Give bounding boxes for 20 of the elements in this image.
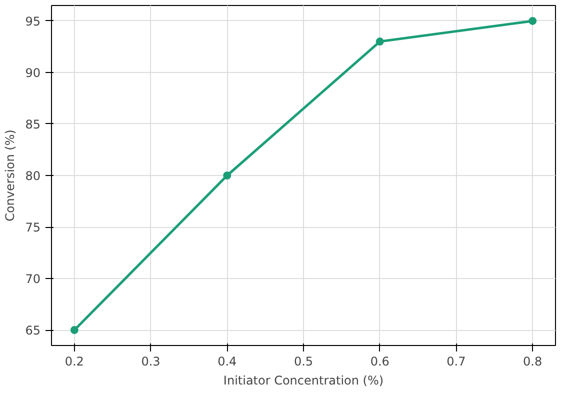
y-tick-label: 70 (25, 272, 41, 286)
y-tick-label: 90 (25, 66, 41, 80)
x-axis-title: Initiator Concentration (%) (223, 374, 384, 388)
x-tick-label: 0.5 (294, 354, 314, 368)
y-axis-title: Conversion (%) (3, 130, 18, 222)
point (528, 16, 537, 25)
y-tick-label: 95 (25, 14, 41, 28)
point (376, 38, 384, 46)
x-tick-label: 0.6 (370, 354, 390, 368)
x-tick-label: 0.2 (64, 354, 84, 368)
y-tick-label: 75 (25, 220, 41, 235)
point (223, 172, 232, 180)
y-tick-label: 80 (25, 169, 41, 183)
y-tick-label: 85 (25, 117, 41, 132)
point (70, 326, 78, 334)
x-tick-label: 0.3 (141, 354, 160, 368)
y-tick-label: 65 (25, 324, 41, 338)
x-tick-label: 0.4 (218, 354, 237, 368)
x-tick-label: 0.8 (523, 354, 542, 368)
x-tick-label: 0.7 (446, 354, 466, 368)
